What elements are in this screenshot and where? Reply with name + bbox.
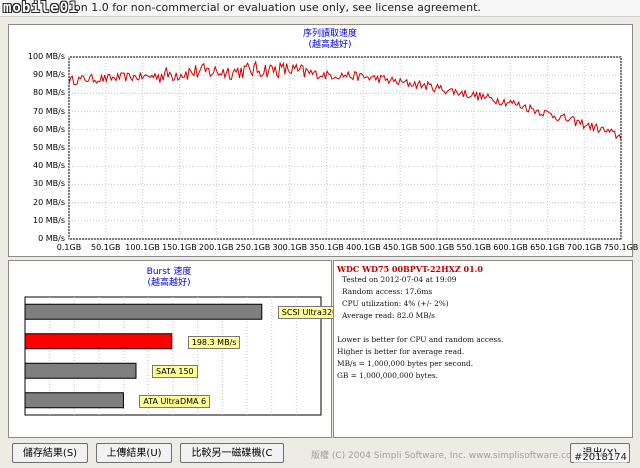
y-tick-label: 20 MB/s (33, 197, 65, 207)
burst-chart-title-line2: (越高越好) (147, 278, 191, 288)
burst-bar-label: SATA 150 (152, 365, 198, 379)
y-tick-label: 100 MB/s (27, 52, 65, 61)
x-tick-label: 600.1GB (493, 243, 528, 252)
transfer-rate-line-chart (68, 56, 622, 240)
x-tick-label: 400.1GB (346, 243, 381, 252)
burst-rate-panel: Burst 速度 (越高越好) SCSI Ultra320 198.3 MB/s S… (8, 260, 342, 438)
burst-bar (24, 303, 263, 320)
y-tick-label: 60 MB/s (33, 124, 65, 134)
copyright-text: 版權 (C) 2004 Simpli Software, Inc. www.si… (311, 451, 581, 461)
upload-results-button[interactable]: 上傳結果(U) (96, 443, 172, 463)
x-tick-label: 650.1GB (530, 243, 565, 252)
x-tick-label: 50.1GB (91, 243, 121, 252)
read-speed-series-line (68, 60, 622, 141)
burst-bar-chart (24, 296, 322, 416)
x-tick-label: 100.1GB (125, 243, 160, 252)
note-higher-better: Higher is better for average read. (337, 347, 465, 356)
x-tick-label: 700.1GB (566, 243, 602, 252)
note-mbs-definition: MB/s = 1,000,000 bytes per second. (337, 359, 474, 368)
x-tick-label: 550.1GB (456, 243, 492, 252)
burst-bar-label: SCSI Ultra320 (277, 306, 342, 320)
x-tick-label: 350.1GB (309, 243, 344, 252)
info-tested: Tested on 2012-07-04 at 19:09 (342, 275, 457, 284)
burst-bar (24, 362, 137, 379)
transfer-chart-title-line1: 序列讀取速度 (302, 29, 357, 39)
compare-drive-button[interactable]: 比較另一磁碟機(C (180, 443, 284, 463)
mobile01-logo: mobile01 (3, 0, 79, 16)
info-random-access: Random access: 17.6ms (342, 287, 433, 296)
burst-bar (24, 392, 124, 409)
info-average-read: Average read: 82.0 MB/s (342, 311, 435, 320)
x-tick-label: 200.1GB (198, 243, 234, 252)
transfer-rate-graph-panel: 序列讀取速度 (越高越好) 100 MB/s 90 MB/s 80 MB/s 70 M… (8, 24, 638, 257)
x-tick-label: 150.1GB (162, 243, 197, 252)
drive-name: WDC WD75 00BPVT-22HXZ 01.0 (337, 264, 483, 274)
watermark-text: #2018174 (574, 452, 627, 463)
y-tick-label: 40 MB/s (33, 161, 65, 171)
x-tick-label: 500.1GB (419, 243, 455, 252)
x-tick-label: 450.1GB (382, 243, 418, 252)
y-tick-label: 90 MB/s (33, 70, 65, 80)
x-tick-label: 750.1GB (603, 243, 639, 252)
y-tick-label: 10 MB/s (33, 215, 65, 225)
info-cpu-utilization: CPU utilization: 4% (+/- 2%) (342, 299, 449, 308)
burst-chart-title: Burst 速度 (越高越好) (109, 267, 229, 289)
note-gb-definition: GB = 1,000,000,000 bytes. (337, 371, 439, 380)
title-bar: mobile01 on 1.0 for non-commercial or ev… (0, 0, 640, 17)
drive-info-panel: WDC WD75 00BPVT-22HXZ 01.0 Tested on 201… (333, 260, 633, 438)
save-results-button[interactable]: 儲存結果(S) (12, 443, 88, 463)
y-tick-label: 80 MB/s (33, 88, 65, 98)
burst-bar (24, 333, 173, 350)
x-tick-label: 250.1GB (235, 243, 271, 252)
transfer-chart-title-line2: (越高越好) (308, 40, 352, 50)
note-lower-better: Lower is better for CPU and random acces… (337, 335, 504, 344)
y-tick-label: 50 MB/s (33, 143, 65, 152)
burst-chart-title-line1: Burst 速度 (146, 267, 192, 277)
x-tick-label: 0.1GB (56, 243, 82, 252)
y-tick-label: 0 MB/s (38, 234, 65, 243)
x-tick-label: 300.1GB (272, 243, 308, 252)
burst-bar-label: ATA UltraDMA 6 (139, 394, 211, 408)
y-tick-label: 70 MB/s (33, 106, 65, 116)
transfer-chart-title: 序列讀取速度 (越高越好) (270, 29, 390, 51)
window-title: on 1.0 for non-commercial or evaluation … (74, 1, 481, 14)
burst-bar-label: 198.3 MB/s (187, 335, 241, 349)
y-tick-label: 30 MB/s (33, 179, 65, 189)
